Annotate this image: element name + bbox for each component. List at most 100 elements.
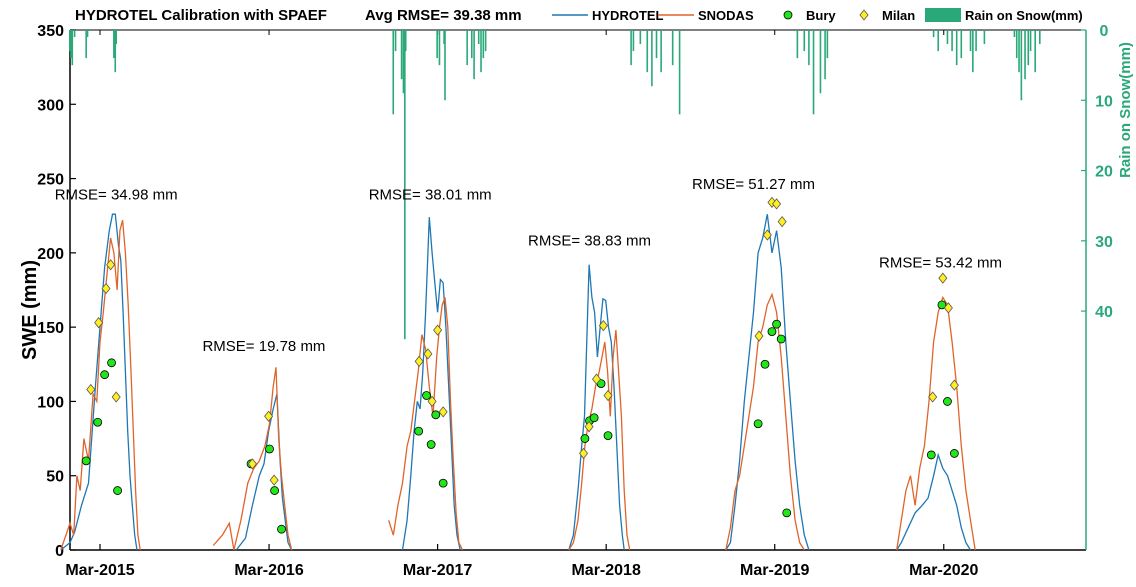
rain-on-snow-bar [392, 30, 395, 115]
series-lines [60, 213, 976, 551]
y-tick-label: 0 [55, 543, 64, 560]
rain-on-snow-bar [85, 30, 87, 59]
rain-on-snow-bar [983, 30, 986, 45]
rain-on-snow-bar [630, 30, 632, 66]
rain-on-snow-bar [473, 30, 475, 80]
annotation-texts: RMSE= 34.98 mm RMSE= 19.78 mm RMSE= 38.01 … [55, 7, 1002, 355]
rain-on-snow-bar [824, 30, 826, 80]
rain-on-snow-bar [1015, 30, 1018, 59]
x-tick-label: Mar-2017 [403, 562, 472, 579]
rain-on-snow-bar [404, 30, 407, 52]
rain-on-snow-bar [402, 30, 405, 94]
rain-on-snow-bar [404, 30, 406, 340]
milan-point [427, 395, 437, 408]
rain-on-snow-bar [466, 30, 468, 66]
rain-on-snow-bar [1027, 30, 1030, 66]
snodas-line [60, 220, 141, 551]
rain-on-snow-bar [937, 30, 940, 52]
rmse-annotation: RMSE= 51.27 mm [692, 176, 815, 193]
milan-point [86, 383, 96, 396]
rain-on-snow-bar [69, 30, 71, 52]
bury-point [937, 300, 947, 310]
rain-on-snow-bar [1024, 30, 1026, 80]
milan-point [754, 330, 764, 342]
bury-point [603, 431, 613, 441]
rain-on-snow-bar [71, 30, 74, 66]
x-tick-label: Mar-2016 [234, 562, 303, 579]
rain-on-snow-bar [655, 30, 658, 59]
rain-on-snow-bar [438, 30, 441, 66]
rain-on-snow-bar [1013, 30, 1016, 38]
rain-on-snow-bar [436, 30, 438, 59]
chart-title: HYDROTEL Calibration with SPAEF [75, 7, 327, 24]
milan-point [584, 421, 594, 433]
hydrotel-line [896, 452, 972, 551]
milan-point [106, 259, 116, 271]
milan-point [438, 406, 448, 418]
bury-point [438, 478, 448, 488]
rmse-annotation: RMSE= 53.42 mm [879, 255, 1002, 272]
y-tick-label: 150 [37, 320, 64, 337]
rain-on-snow-bar [115, 30, 117, 45]
milan-point [423, 348, 433, 360]
bury-point [782, 508, 792, 518]
snodas-line [568, 330, 631, 551]
rain-on-snow-bar [443, 30, 445, 45]
y-tick-label: 200 [37, 246, 64, 263]
axes-group: 0 50 100 150 200 250 300 350 0 10 20 30 40 Mar-2015 Ma… [19, 23, 1134, 579]
legend: HYDROTEL SNODAS Bury Milan Rain on Snow(mm) [552, 8, 1083, 23]
milan-point [247, 458, 257, 470]
rain-on-snow-bar [975, 30, 977, 52]
bury-point [113, 486, 122, 495]
rain-on-snow-bar [1039, 30, 1041, 45]
bury-point [107, 358, 116, 368]
rain-on-snow-bar [73, 30, 76, 38]
bury-point [926, 450, 936, 460]
x-tick-label: Mar-2018 [571, 562, 640, 579]
rain-on-snow-bar [796, 30, 799, 59]
rain-on-snow-bar [392, 30, 395, 38]
snodas-line [388, 297, 464, 551]
bury-point [431, 410, 441, 420]
legend-bury-swatch [783, 10, 793, 20]
milan-point [598, 320, 608, 332]
rain-on-snow-bar [1029, 30, 1032, 52]
x-tick-label: Mar-2015 [65, 562, 134, 579]
x-tick-label: Mar-2019 [740, 562, 809, 579]
rain-on-snow-bar [394, 30, 397, 52]
legend-snodas-label: SNODAS [698, 8, 754, 23]
rain-on-snow-bar [803, 30, 806, 52]
milan-point [772, 198, 782, 210]
milan-point [603, 389, 613, 402]
legend-bury-label: Bury [806, 8, 836, 23]
rain-on-snow-bar [678, 30, 681, 115]
rain-on-snow-bar [639, 30, 642, 45]
legend-hydrotel-label: HYDROTEL [592, 8, 664, 23]
rain-on-snow-bar [972, 30, 974, 73]
milan-point [101, 282, 111, 295]
rain-on-snow-bar [955, 30, 958, 66]
rain-on-snow-bar [646, 30, 649, 73]
hydrotel-line [60, 213, 138, 551]
bury-point [760, 359, 770, 369]
legend-rain-swatch [925, 8, 961, 22]
milan-point [264, 410, 274, 422]
rmse-annotation: RMSE= 38.83 mm [528, 232, 651, 249]
rain-on-snow-bar [826, 30, 829, 59]
rain-on-snow-bar [480, 30, 482, 73]
hydrotel-line [568, 264, 625, 551]
y-tick-label: 50 [46, 469, 64, 486]
milan-point [579, 447, 589, 460]
legend-rain-label: Rain on Snow(mm) [965, 8, 1083, 23]
rain-on-snow-bar [1018, 30, 1020, 73]
rain-on-snow-bar [651, 30, 653, 87]
rmse-annotation: RMSE= 38.01 mm [369, 186, 492, 203]
rain-on-snow-bar [812, 30, 815, 115]
rain-on-snow-bar [632, 30, 635, 52]
chart-subtitle: Avg RMSE= 39.38 mm [365, 7, 522, 24]
y-axis-label: SWE (mm) [19, 260, 41, 360]
snodas-line [896, 295, 976, 551]
milan-point [94, 317, 104, 329]
rain-on-snow-bar [86, 30, 89, 38]
